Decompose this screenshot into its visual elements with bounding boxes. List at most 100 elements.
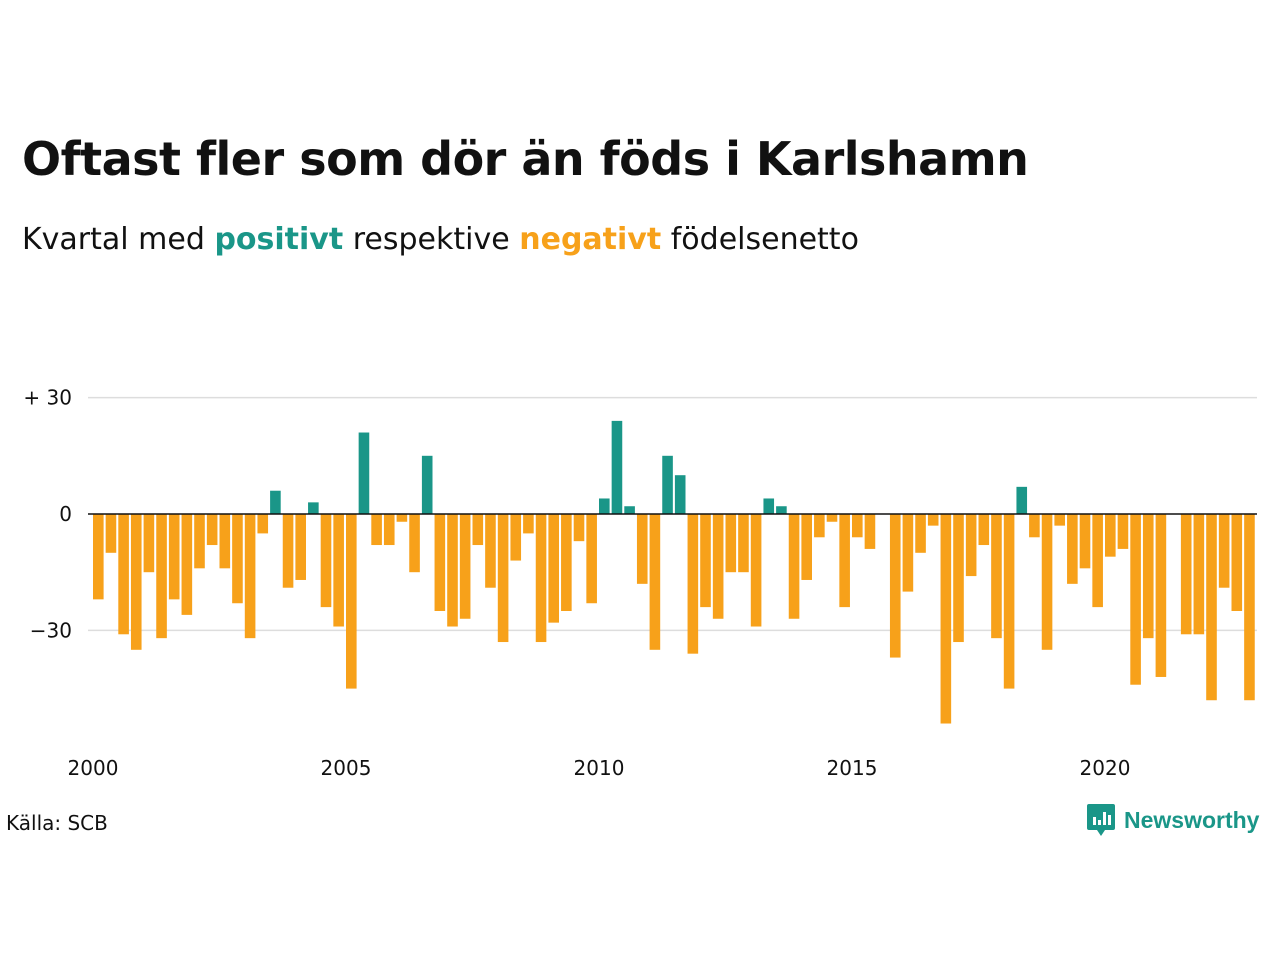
bar-negative bbox=[257, 514, 269, 534]
bar-negative bbox=[864, 514, 876, 549]
bar-negative bbox=[295, 514, 306, 580]
bar-negative bbox=[371, 514, 382, 546]
bar-negative bbox=[194, 514, 205, 569]
brand-name: Newsworthy bbox=[1124, 806, 1260, 833]
bar-negative bbox=[1054, 514, 1065, 526]
bar-negative bbox=[409, 514, 420, 573]
bar-negative bbox=[573, 514, 585, 542]
bar-negative bbox=[940, 514, 952, 724]
bar-negative bbox=[965, 514, 977, 577]
bar-negative bbox=[826, 514, 838, 522]
bar-negative bbox=[244, 514, 256, 639]
bar-negative bbox=[1218, 514, 1230, 588]
subtitle-positive-word: positivt bbox=[214, 222, 344, 257]
bar-negative bbox=[750, 514, 762, 627]
bar-negative bbox=[1105, 514, 1116, 557]
bar-negative bbox=[738, 514, 749, 573]
bar-negative bbox=[991, 514, 1002, 639]
bar-chart: + 30 0 −30 2000 2005 2010 2015 2020 bbox=[23, 386, 1257, 780]
y-tick-label: 0 bbox=[59, 502, 72, 526]
bar-negative bbox=[93, 514, 104, 600]
bar-negative bbox=[156, 514, 167, 639]
subtitle-suffix: födelsenetto bbox=[670, 222, 859, 257]
y-tick-label: + 30 bbox=[23, 386, 72, 410]
bar-negative bbox=[1029, 514, 1040, 538]
bar-negative bbox=[1231, 514, 1243, 611]
x-axis-labels: 2000 2005 2010 2015 2020 bbox=[68, 756, 1131, 780]
bar-negative bbox=[839, 514, 850, 608]
bar-negative bbox=[219, 514, 231, 569]
gridlines bbox=[88, 396, 1257, 632]
bar-negative bbox=[1142, 514, 1154, 639]
bar-positive bbox=[611, 420, 623, 514]
bar-negative bbox=[383, 514, 395, 546]
bar-negative bbox=[1092, 514, 1103, 608]
bar-negative bbox=[927, 514, 939, 526]
y-axis-labels: + 30 0 −30 bbox=[23, 386, 72, 643]
bar-negative bbox=[459, 514, 471, 619]
bar-negative bbox=[105, 514, 117, 553]
bar-positive bbox=[624, 506, 635, 514]
bar-negative bbox=[510, 514, 522, 561]
x-tick-label: 2010 bbox=[574, 756, 625, 780]
newsworthy-logo-icon bbox=[1087, 804, 1115, 836]
bar-negative bbox=[333, 514, 344, 627]
bar-negative bbox=[497, 514, 509, 643]
bar-negative bbox=[1079, 514, 1091, 569]
bar-negative bbox=[181, 514, 193, 615]
bar-negative bbox=[1130, 514, 1141, 685]
bar-positive bbox=[674, 475, 686, 514]
bar-positive bbox=[763, 498, 775, 514]
bar-negative bbox=[712, 514, 724, 619]
bar-negative bbox=[1117, 514, 1129, 549]
bar-positive bbox=[421, 455, 433, 514]
bar-positive bbox=[599, 498, 610, 514]
bar-negative bbox=[915, 514, 926, 553]
x-tick-label: 2015 bbox=[827, 756, 878, 780]
bar-negative bbox=[434, 514, 446, 611]
bar-positive bbox=[358, 432, 370, 514]
x-tick-label: 2005 bbox=[321, 756, 372, 780]
bar-negative bbox=[535, 514, 547, 643]
bar-negative bbox=[232, 514, 243, 604]
bar-positive bbox=[308, 502, 319, 514]
bar-positive bbox=[776, 506, 787, 514]
bar-negative bbox=[320, 514, 332, 608]
bar-negative bbox=[548, 514, 559, 623]
bar-negative bbox=[902, 514, 914, 592]
subtitle-negative-word: negativt bbox=[519, 222, 662, 257]
bar-negative bbox=[801, 514, 812, 580]
bars bbox=[93, 420, 1255, 724]
bar-positive bbox=[1016, 486, 1028, 514]
bar-negative bbox=[953, 514, 964, 643]
chart-subtitle: Kvartal med positivt respektive negativt… bbox=[22, 222, 859, 257]
bar-positive bbox=[270, 490, 281, 514]
chart-title: Oftast fler som dör än föds i Karlshamn bbox=[22, 132, 1029, 186]
subtitle-prefix: Kvartal med bbox=[22, 222, 205, 257]
bar-negative bbox=[1206, 514, 1217, 701]
bar-negative bbox=[168, 514, 180, 600]
brand-logo[interactable]: Newsworthy bbox=[1086, 803, 1259, 837]
bar-negative bbox=[1003, 514, 1015, 689]
bar-negative bbox=[523, 514, 534, 534]
subtitle-middle: respektive bbox=[352, 222, 510, 257]
bar-negative bbox=[143, 514, 155, 573]
bar-negative bbox=[346, 514, 357, 689]
bar-negative bbox=[1067, 514, 1078, 584]
y-tick-label: −30 bbox=[30, 618, 72, 642]
bar-negative bbox=[814, 514, 825, 538]
bar-negative bbox=[889, 514, 901, 658]
bar-negative bbox=[1041, 514, 1053, 650]
bar-negative bbox=[725, 514, 737, 573]
bar-negative bbox=[788, 514, 800, 619]
bar-negative bbox=[206, 514, 218, 546]
bar-negative bbox=[1155, 514, 1167, 677]
bar-negative bbox=[978, 514, 990, 546]
bar-negative bbox=[282, 514, 294, 588]
bar-negative bbox=[1180, 514, 1192, 635]
bar-negative bbox=[649, 514, 661, 650]
bar-negative bbox=[852, 514, 863, 538]
bar-negative bbox=[118, 514, 129, 635]
bar-negative bbox=[485, 514, 496, 588]
bar-negative bbox=[447, 514, 458, 627]
